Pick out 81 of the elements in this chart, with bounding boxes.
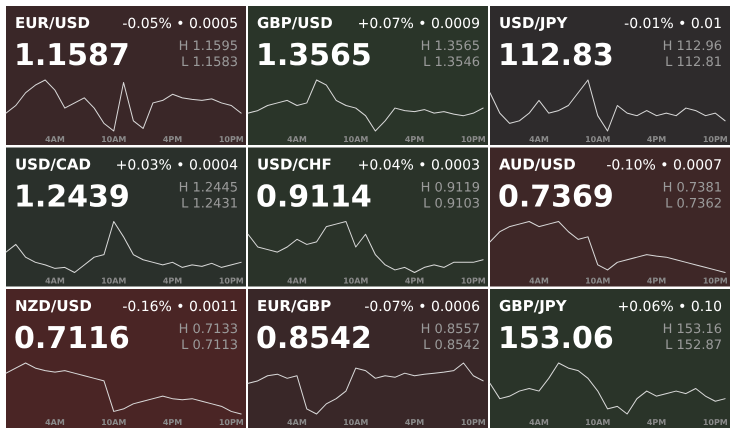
chart-title: USD/CAD bbox=[15, 156, 91, 174]
x-tick-label: 4PM bbox=[162, 418, 182, 427]
x-tick-label: 4PM bbox=[162, 276, 182, 286]
text: L 112.81 bbox=[665, 55, 722, 70]
x-tick-label: 4AM bbox=[45, 276, 65, 286]
text: L 0.9103 bbox=[423, 196, 480, 212]
chart-subtitle: -0.16% • 0.0011 bbox=[122, 299, 238, 315]
x-tick-label: 4PM bbox=[162, 135, 182, 144]
x-tick-label: 10PM bbox=[460, 418, 486, 427]
x-tick-label: 4AM bbox=[529, 135, 549, 144]
text: H 0.7133 bbox=[178, 322, 238, 337]
x-tick-label: 10AM bbox=[585, 418, 610, 427]
text: H 1.3565 bbox=[420, 39, 480, 54]
text: H 1.2445 bbox=[178, 180, 238, 196]
text: 1.2439 bbox=[14, 180, 130, 214]
x-tick-label: 10AM bbox=[101, 418, 126, 427]
x-tick-label: 10PM bbox=[218, 135, 244, 144]
x-tick-label: 4AM bbox=[45, 418, 65, 427]
chart-title: USD/JPY bbox=[499, 14, 568, 32]
x-tick-label: 4AM bbox=[45, 135, 65, 144]
chart-title: GBP/JPY bbox=[499, 297, 568, 315]
text: 1.3565 bbox=[256, 38, 372, 73]
text: 0.8542 bbox=[256, 321, 372, 356]
x-tick-label: 10AM bbox=[343, 418, 368, 427]
text: H 0.9119 bbox=[420, 180, 480, 196]
x-tick-label: 4PM bbox=[404, 276, 424, 286]
text: 0.7116 bbox=[14, 321, 130, 356]
chart-subtitle: +0.03% • 0.0004 bbox=[116, 158, 238, 174]
text: H 0.8557 bbox=[420, 322, 480, 337]
x-tick-label: 4AM bbox=[287, 418, 307, 427]
x-tick-label: 10PM bbox=[702, 276, 728, 286]
x-tick-label: 10AM bbox=[343, 276, 368, 286]
text: H 153.16 bbox=[662, 322, 722, 337]
x-tick-label: 10PM bbox=[218, 418, 244, 427]
x-tick-label: 4AM bbox=[529, 418, 549, 427]
chart-title: AUD/USD bbox=[499, 156, 576, 174]
x-tick-label: 10PM bbox=[460, 276, 486, 286]
text: 112.83 bbox=[498, 38, 614, 73]
text: L 152.87 bbox=[665, 338, 722, 353]
text: 1.1587 bbox=[14, 38, 130, 73]
x-tick-label: 10AM bbox=[585, 276, 610, 286]
chart-subtitle: +0.04% • 0.0003 bbox=[358, 158, 480, 174]
x-tick-label: 4AM bbox=[287, 135, 307, 144]
text: 0.9114 bbox=[256, 180, 372, 214]
text: L 1.2431 bbox=[181, 196, 238, 212]
x-tick-label: 4PM bbox=[646, 135, 666, 144]
chart-title: NZD/USD bbox=[15, 297, 92, 315]
chart-subtitle: -0.07% • 0.0006 bbox=[364, 299, 480, 315]
chart-title: GBP/USD bbox=[257, 14, 333, 32]
x-tick-label: 10PM bbox=[702, 135, 728, 144]
chart-title: EUR/USD bbox=[15, 14, 90, 32]
text: L 1.1583 bbox=[181, 55, 238, 70]
x-tick-label: 4AM bbox=[287, 276, 307, 286]
text: L 0.7362 bbox=[665, 196, 722, 212]
chart-subtitle: -0.01% • 0.01 bbox=[624, 16, 722, 32]
text: 0.7369 bbox=[498, 180, 614, 214]
chart-subtitle: -0.05% • 0.0005 bbox=[122, 16, 238, 32]
text: H 1.1595 bbox=[178, 39, 238, 54]
text: L 1.3546 bbox=[423, 55, 480, 70]
x-tick-label: 10AM bbox=[343, 135, 368, 144]
x-tick-label: 10PM bbox=[218, 276, 244, 286]
x-tick-label: 10AM bbox=[585, 135, 610, 144]
x-tick-label: 4PM bbox=[404, 418, 424, 427]
x-tick-label: 10PM bbox=[460, 135, 486, 144]
chart-title: EUR/GBP bbox=[257, 297, 332, 315]
chart-title: USD/CHF bbox=[257, 156, 332, 174]
x-tick-label: 4PM bbox=[646, 418, 666, 427]
x-tick-label: 10AM bbox=[101, 276, 126, 286]
x-tick-label: 4PM bbox=[646, 276, 666, 286]
x-tick-label: 4PM bbox=[404, 135, 424, 144]
text: 153.06 bbox=[498, 321, 614, 356]
text: L 0.8542 bbox=[423, 338, 480, 353]
chart-subtitle: -0.10% • 0.0007 bbox=[606, 158, 722, 174]
chart-subtitle: +0.07% • 0.0009 bbox=[358, 16, 480, 32]
x-tick-label: 10AM bbox=[101, 135, 126, 144]
x-tick-label: 10PM bbox=[702, 418, 728, 427]
chart-subtitle: +0.06% • 0.10 bbox=[617, 299, 722, 315]
text: H 112.96 bbox=[662, 39, 722, 54]
text: H 0.7381 bbox=[662, 180, 722, 196]
x-tick-label: 4AM bbox=[529, 276, 549, 286]
text: L 0.7113 bbox=[181, 338, 238, 353]
